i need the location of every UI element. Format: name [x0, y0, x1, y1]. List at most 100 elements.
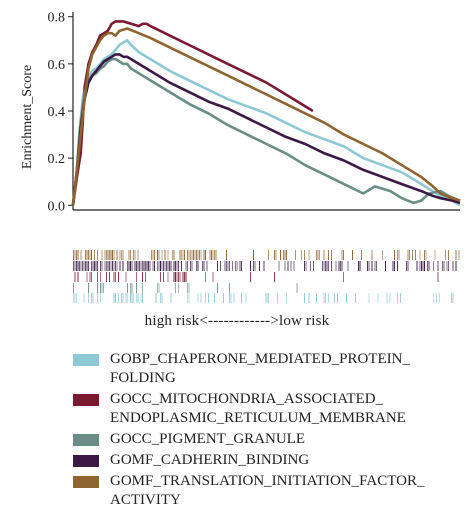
gene-hit-mark [197, 261, 199, 271]
gene-hit-mark [122, 293, 124, 303]
gene-hit-mark [122, 261, 124, 271]
gene-hit-mark [91, 250, 92, 260]
gene-hit-mark [95, 261, 97, 271]
enrichment-curve-5 [71, 27, 461, 206]
gene-hit-mark [103, 283, 104, 293]
gene-hit-mark [86, 272, 88, 282]
gene-hit-mark [434, 250, 436, 260]
gene-hit-mark [83, 293, 85, 303]
gene-hit-mark [161, 293, 163, 303]
gene-hit-mark [185, 261, 187, 271]
gene-hit-mark [106, 272, 107, 282]
gene-hit-mark [275, 250, 277, 260]
gene-hit-mark [253, 250, 254, 260]
gene-hit-mark [76, 293, 77, 303]
gene-hit-mark [265, 293, 266, 303]
gene-hit-mark [205, 272, 206, 282]
gene-hit-mark [283, 250, 284, 260]
legend-item: GOMF_TRANSLATION_INITIATION_FACTOR_ ACTI… [73, 472, 473, 510]
gene-hit-mark [89, 272, 91, 282]
gene-hit-mark [173, 261, 175, 271]
gene-hit-mark [295, 250, 296, 260]
y-ticks: 0.0 0.2 0.4 0.6 0.8 [48, 11, 73, 214]
gene-hit-mark [184, 250, 185, 260]
gene-hit-mark [160, 261, 161, 271]
gene-hit-mark [154, 250, 155, 260]
gene-hit-mark [374, 261, 376, 271]
gene-hit-mark [308, 250, 310, 260]
gene-hit-mark [227, 261, 229, 271]
gene-hit-mark [157, 283, 158, 293]
legend-label: GOBP_CHAPERONE_MEDIATED_PROTEIN_ FOLDING [110, 351, 411, 386]
gene-hit-mark [250, 272, 251, 282]
gene-hit-mark [101, 283, 103, 293]
gene-hit-mark [113, 293, 115, 303]
rank-direction-label: high risk<------------>low risk [144, 313, 330, 329]
gene-hit-mark [142, 272, 143, 282]
gene-hit-mark [376, 261, 377, 271]
gene-hit-mark [179, 272, 181, 282]
gene-hit-mark [88, 250, 89, 260]
gene-hit-mark [305, 261, 307, 271]
gene-hit-mark [106, 261, 107, 271]
gene-hit-mark [89, 250, 91, 260]
gene-hit-mark [137, 261, 139, 271]
gene-hit-mark [241, 293, 242, 303]
gene-hit-mark [290, 261, 292, 271]
gene-hit-mark [164, 250, 166, 260]
gene-hit-mark [94, 250, 95, 260]
gene-hit-mark [143, 261, 145, 271]
gene-hit-mark [439, 293, 440, 303]
gene-hit-mark [94, 261, 95, 271]
gene-hit-mark [188, 283, 190, 293]
gene-hit-mark [253, 261, 254, 271]
gene-hit-mark [346, 293, 347, 303]
gene-hit-mark [448, 261, 449, 271]
gene-hit-mark [85, 250, 86, 260]
gene-hit-mark [220, 261, 221, 271]
gene-hit-mark [115, 293, 116, 303]
gene-hit-mark [140, 293, 142, 303]
gene-hit-mark [436, 293, 437, 303]
gene-hit-mark [241, 261, 242, 271]
gene-hit-mark [128, 250, 130, 260]
gene-hit-mark [127, 283, 128, 293]
gene-hit-mark [197, 293, 199, 303]
gene-hit-mark [323, 261, 325, 271]
gene-hit-mark [167, 250, 169, 260]
gene-hit-mark [389, 293, 391, 303]
gene-hit-mark [392, 261, 394, 271]
gene-hit-mark [97, 293, 98, 303]
gene-hit-mark [133, 293, 134, 303]
gene-hit-mark [176, 261, 178, 271]
gene-hit-mark [166, 261, 167, 271]
legend-item: GOMF_CADHERIN_BINDING [73, 451, 473, 470]
gene-hit-mark [187, 261, 188, 271]
gene-hit-mark [178, 272, 179, 282]
gene-hit-mark [400, 293, 401, 303]
gene-hit-mark [355, 293, 356, 303]
gene-hit-mark [116, 261, 118, 271]
gene-hit-mark [97, 261, 98, 271]
gene-hit-mark [236, 261, 238, 271]
gene-hit-mark [211, 250, 212, 260]
gene-hit-mark [328, 250, 329, 260]
gene-hit-mark [142, 261, 143, 271]
gene-hit-mark [197, 250, 199, 260]
gene-hit-mark [139, 261, 140, 271]
gene-hit-mark [113, 272, 115, 282]
gene-hit-mark [199, 250, 200, 260]
y-tick-label: 0.6 [48, 58, 66, 73]
legend-swatch [73, 394, 99, 406]
legend-item: GOCC_PIGMENT_GRANULE [73, 430, 473, 449]
gene-hit-mark [409, 250, 410, 260]
gene-hit-mark [316, 293, 317, 303]
gene-hit-mark [131, 283, 133, 293]
gene-hit-mark [286, 250, 287, 260]
gene-hit-mark [428, 261, 430, 271]
gene-hit-mark [347, 261, 349, 271]
gene-hit-mark [125, 272, 127, 282]
gene-hit-mark [115, 272, 116, 282]
gene-hit-mark [196, 261, 197, 271]
gene-hit-mark [343, 250, 344, 260]
